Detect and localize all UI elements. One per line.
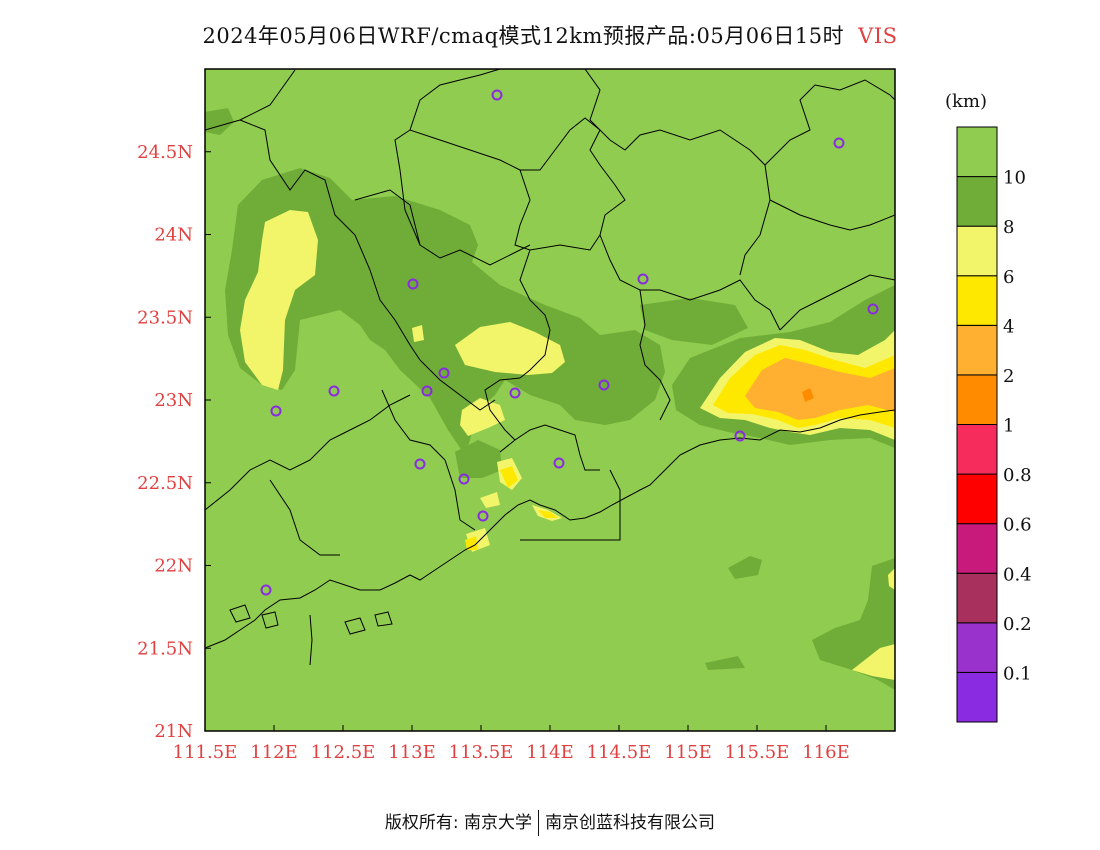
y-tick-label: 22N (154, 556, 193, 577)
colorbar-swatch (956, 374, 998, 425)
colorbar-swatch (956, 622, 998, 673)
vis-8-10-area (455, 440, 502, 478)
colorbar-label: 1 (1003, 416, 1014, 437)
x-axis: 111.5E 112E 112.5E 113E 113.5E 114E 114.5E 115E… (173, 725, 850, 763)
x-tick-label: 115E (664, 742, 712, 763)
footer-separator (538, 810, 540, 836)
station-marker (328, 385, 340, 397)
vis-4-6-area (465, 536, 478, 550)
y-tick-label: 23N (154, 390, 193, 411)
x-tick-label: 112.5E (311, 742, 376, 763)
y-tick-label: 21.5N (137, 638, 193, 659)
station-marker (458, 473, 470, 485)
x-tick-label: 115.5E (725, 742, 790, 763)
colorbar-swatch (956, 126, 998, 178)
y-tick-label: 24.5N (137, 142, 193, 163)
station-marker (260, 584, 272, 596)
station-markers (260, 89, 879, 596)
copyright-right: 南京创蓝科技有限公司 (545, 813, 716, 833)
x-tick-label: 113.5E (449, 742, 514, 763)
colorbar-label: 0.4 (1003, 564, 1032, 585)
station-marker (553, 457, 565, 469)
vis-4-6-area (538, 510, 558, 518)
colorbar-label: 0.8 (1003, 465, 1032, 486)
colorbar-swatch (956, 671, 998, 723)
colorbar-swatch (956, 424, 998, 475)
y-tick-label: 24N (154, 225, 193, 246)
colorbar-swatch (956, 523, 998, 574)
station-marker (438, 367, 450, 379)
station-marker (867, 303, 879, 315)
colorbar-label: 0.1 (1003, 663, 1032, 684)
station-marker (421, 385, 433, 397)
station-marker (491, 89, 503, 101)
x-tick-label: 114E (526, 742, 574, 763)
colorbar-swatch (956, 275, 998, 326)
y-axis: 21N 21.5N 22N 22.5N 23N 23.5N 24N 24.5N (137, 142, 211, 742)
vis-6-8-area (412, 325, 424, 342)
admin-boundaries (205, 69, 895, 556)
station-marker (477, 510, 489, 522)
colorbar-label: 8 (1003, 217, 1014, 238)
vis-4-6-area (500, 466, 518, 488)
station-marker (598, 379, 610, 391)
colorbar-swatch (956, 473, 998, 525)
map-title-text: 2024年05月06日WRF/cmaq模式12km预报产品:05月06日15时 (202, 24, 845, 48)
vis-8-10-area (728, 556, 762, 579)
map-title: 2024年05月06日WRF/cmaq模式12km预报产品:05月06日15时 V… (0, 20, 1100, 50)
x-tick-label: 116E (802, 742, 850, 763)
colorbar-label: 6 (1003, 267, 1014, 288)
copyright-left: 版权所有: 南京大学 (384, 813, 533, 833)
vis-2-4-area (745, 358, 895, 420)
vis-6-8-area (852, 644, 895, 680)
vis-1-2-area (802, 388, 814, 402)
station-marker (509, 387, 521, 399)
colorbar-swatch (956, 324, 998, 376)
coastline (205, 409, 895, 666)
vis-8-10-area (225, 168, 665, 455)
colorbar-label: 10 (1003, 168, 1026, 189)
vis-6-8-area (480, 492, 500, 508)
colorbar-unit: (km) (945, 91, 987, 112)
y-tick-label: 23.5N (137, 307, 193, 328)
y-tick-label: 21N (154, 721, 193, 742)
x-tick-label: 113E (388, 742, 436, 763)
y-tick-label: 22.5N (137, 473, 193, 494)
station-marker (407, 278, 419, 290)
station-marker (833, 137, 845, 149)
vis-6-8-area (460, 398, 505, 436)
x-tick-label: 112E (250, 742, 298, 763)
x-tick-label: 111.5E (173, 742, 238, 763)
vis-8-10-area (705, 656, 745, 670)
colorbar-swatch (956, 225, 998, 277)
vis-6-8-area (888, 568, 895, 590)
vis-6-8-area (455, 322, 565, 375)
copyright-footer: 版权所有: 南京大学 南京创蓝科技有限公司 (0, 808, 1100, 836)
map-field (205, 69, 895, 731)
station-marker (637, 273, 649, 285)
colorbar-swatch (956, 176, 998, 227)
station-marker (414, 458, 426, 470)
station-marker (734, 430, 746, 442)
colorbar-label: 4 (1003, 316, 1014, 337)
station-marker (270, 405, 282, 417)
vis-8-10-area (640, 298, 748, 345)
colorbar: 0.1 0.2 0.4 0.6 0.8 1 2 4 6 8 10 (956, 126, 1032, 723)
vis-6-8-area (240, 210, 318, 390)
colorbar-label: 0.2 (1003, 614, 1032, 635)
variable-name: VIS (858, 24, 898, 48)
x-tick-label: 114.5E (587, 742, 652, 763)
colorbar-label: 0.6 (1003, 515, 1032, 536)
colorbar-label: 2 (1003, 366, 1014, 387)
colorbar-swatch (956, 572, 998, 624)
